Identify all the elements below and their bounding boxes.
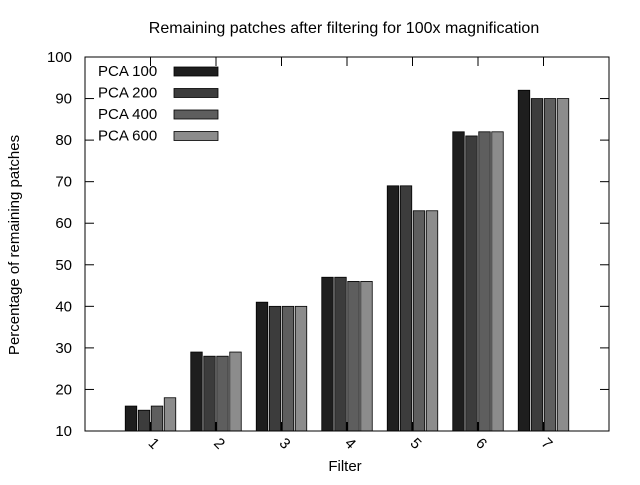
bar (321, 276, 334, 432)
bar (268, 305, 282, 432)
x-tick-label: 2 (210, 435, 228, 453)
x-tick-label: 7 (538, 435, 556, 453)
bar (216, 355, 229, 432)
legend-swatch (173, 88, 219, 98)
y-tick-label: 70 (55, 174, 72, 191)
bar (203, 355, 216, 432)
legend-swatch (173, 109, 219, 120)
bar (386, 185, 400, 432)
y-tick-label: 100 (47, 49, 72, 66)
y-tick-label: 40 (55, 298, 72, 315)
bar (412, 210, 426, 432)
legend-swatch (173, 131, 219, 141)
bar (556, 98, 570, 432)
y-tick-label: 50 (55, 257, 72, 274)
bar (255, 301, 269, 432)
x-tick-label: 6 (472, 435, 490, 453)
bar (190, 351, 203, 432)
y-tick-label: 90 (55, 91, 72, 108)
bar (425, 210, 439, 432)
bar (530, 98, 544, 432)
y-tick-label: 20 (55, 381, 72, 398)
bars-layer (124, 89, 570, 432)
legend-swatch (173, 66, 219, 77)
legend-label: PCA 100 (98, 63, 157, 80)
legend: PCA 100 PCA 200 PCA 400 PCA 600 (98, 63, 219, 145)
y-tick-label: 60 (55, 215, 72, 232)
bar (163, 397, 177, 432)
y-axis-label: Percentage of remaining patches (6, 135, 23, 355)
ticks-layer: 10 20 30 40 50 60 70 80 90 100 1 2 3 4 5 6 7 (47, 49, 609, 453)
bar (334, 276, 347, 432)
legend-label: PCA 200 (98, 85, 157, 102)
y-tick-label: 10 (55, 423, 72, 440)
bar (543, 98, 557, 432)
bar (124, 405, 138, 432)
x-tick-label: 1 (145, 435, 163, 453)
y-tick-label: 30 (55, 340, 72, 357)
bar (294, 305, 308, 432)
x-axis-label: Filter (328, 458, 361, 475)
chart-title: Remaining patches after filtering for 10… (149, 20, 539, 37)
x-tick-label: 4 (341, 435, 359, 453)
bar (452, 131, 465, 432)
bar (491, 131, 504, 432)
legend-label: PCA 400 (98, 106, 157, 123)
bar (281, 305, 295, 432)
bar (150, 405, 164, 432)
bar (478, 131, 491, 432)
x-tick-label: 5 (407, 435, 425, 453)
bar (399, 185, 413, 432)
x-tick-label: 3 (276, 435, 294, 453)
bar (517, 89, 531, 432)
bar (229, 351, 242, 432)
bar (360, 280, 373, 432)
bar (465, 135, 478, 432)
bar (137, 409, 151, 432)
legend-label: PCA 600 (98, 128, 157, 145)
bar (347, 280, 360, 432)
plot-frame (84, 56, 610, 432)
y-tick-label: 80 (55, 132, 72, 149)
